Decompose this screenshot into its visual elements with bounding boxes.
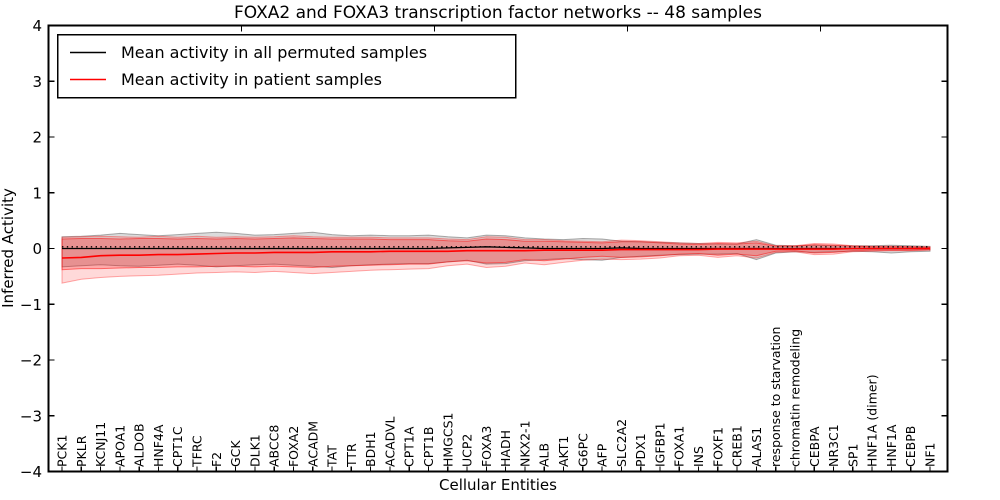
x-axis-label: Cellular Entities — [439, 476, 557, 494]
x-tick-label: INS — [691, 446, 706, 467]
x-tick-label: CEBPB — [903, 426, 918, 467]
x-tick-label: GCK — [228, 440, 243, 467]
x-tick-label: HMGCS1 — [440, 413, 455, 468]
x-tick-label: PCK1 — [55, 435, 70, 467]
x-tick-label: G6PC — [575, 433, 590, 467]
y-tick-label: 3 — [32, 73, 42, 91]
y-tick-label: 2 — [32, 129, 42, 147]
x-tick-label: FOXF1 — [710, 427, 725, 467]
x-tick-label: CPT1B — [421, 427, 436, 467]
x-tick-label: TFRC — [190, 435, 205, 468]
x-tick-label: F2 — [209, 452, 224, 467]
x-tick-label: NF1 — [923, 443, 938, 468]
x-tick-label: ALB — [537, 443, 552, 467]
x-tick-label: DLK1 — [247, 434, 262, 467]
x-tick-label: CEBPA — [807, 426, 822, 467]
patient-samples-range-outer-band — [61, 235, 931, 284]
legend-label: Mean activity in all permuted samples — [121, 43, 427, 62]
x-tick-label: KCNJ11 — [93, 422, 108, 467]
x-tick-label: chromatin remodeling — [787, 329, 802, 467]
x-tick-label: BDH1 — [363, 431, 378, 467]
x-tick-label: CPT1A — [402, 426, 417, 467]
x-tick-label: FOXA3 — [479, 426, 494, 467]
y-tick-label: 4 — [32, 17, 42, 35]
x-tick-label: AKT1 — [556, 436, 571, 467]
x-tick-label: HNF1A (dimer) — [865, 374, 880, 467]
x-tick-label: UCP2 — [460, 434, 475, 467]
x-tick-label: ACADM — [305, 421, 320, 467]
y-tick-label: 1 — [32, 184, 42, 202]
x-tick-label: ALAS1 — [749, 427, 764, 467]
y-tick-label: −2 — [20, 352, 42, 370]
x-tick-label: HNF4A — [151, 424, 166, 467]
x-tick-label: PKLR — [74, 435, 89, 467]
y-tick-label: 0 — [32, 240, 42, 258]
chart-title: FOXA2 and FOXA3 transcription factor net… — [234, 3, 762, 23]
x-tick-label: ACADVL — [382, 416, 397, 467]
legend-box — [56, 33, 517, 99]
x-tick-label: response to starvation — [768, 327, 783, 468]
x-tick-label: AFP — [595, 443, 610, 467]
x-tick-label: NKX2-1 — [517, 420, 532, 467]
x-tick-label: TAT — [325, 445, 340, 468]
y-tick-label: −4 — [20, 463, 42, 481]
x-tick-label: SP1 — [845, 444, 860, 467]
x-tick-label: CREB1 — [730, 425, 745, 467]
x-tick-label: CPT1C — [170, 426, 185, 467]
x-tick-label: FOXA2 — [286, 426, 301, 467]
x-tick-label: SLC2A2 — [614, 419, 629, 467]
x-tick-label: HNF1A — [884, 424, 899, 467]
patient-samples-range-inner-band — [61, 237, 931, 271]
x-tick-label: PDX1 — [633, 433, 648, 467]
y-tick-label: −3 — [20, 407, 42, 425]
x-tick-label: IGFBP1 — [652, 422, 667, 467]
x-tick-label: NR3C1 — [826, 424, 841, 467]
x-tick-label: TTR — [344, 443, 359, 468]
y-axis-label: Inferred Activity — [0, 188, 17, 308]
x-tick-label: ABCC8 — [267, 425, 282, 467]
legend-label: Mean activity in patient samples — [121, 70, 382, 89]
patient-mean-line — [61, 247, 930, 259]
x-tick-label: HADH — [498, 430, 513, 467]
x-tick-label: APOA1 — [112, 425, 127, 467]
x-tick-label: FOXA1 — [672, 426, 687, 467]
y-tick-label: −1 — [20, 296, 42, 314]
x-tick-label: ALDOB — [132, 423, 147, 467]
